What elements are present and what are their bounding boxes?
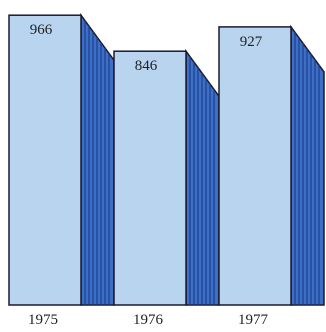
bar-1977: [218, 24, 325, 306]
bar-1975: [8, 12, 115, 306]
data-label: 927: [240, 34, 263, 50]
data-label: 846: [135, 58, 158, 74]
x-tick-label: 1977: [238, 312, 269, 327]
bars-layer: [8, 12, 325, 306]
bar-front-face: [218, 26, 292, 306]
labels-layer: 966 1975 846 1976 927 1977: [28, 22, 269, 328]
x-tick-label: 1976: [133, 312, 164, 327]
bar-front-face: [113, 50, 187, 306]
bar-1976: [113, 48, 220, 306]
data-label: 966: [30, 22, 53, 38]
x-tick-label: 1975: [28, 312, 58, 327]
bar-front-face: [8, 14, 82, 306]
